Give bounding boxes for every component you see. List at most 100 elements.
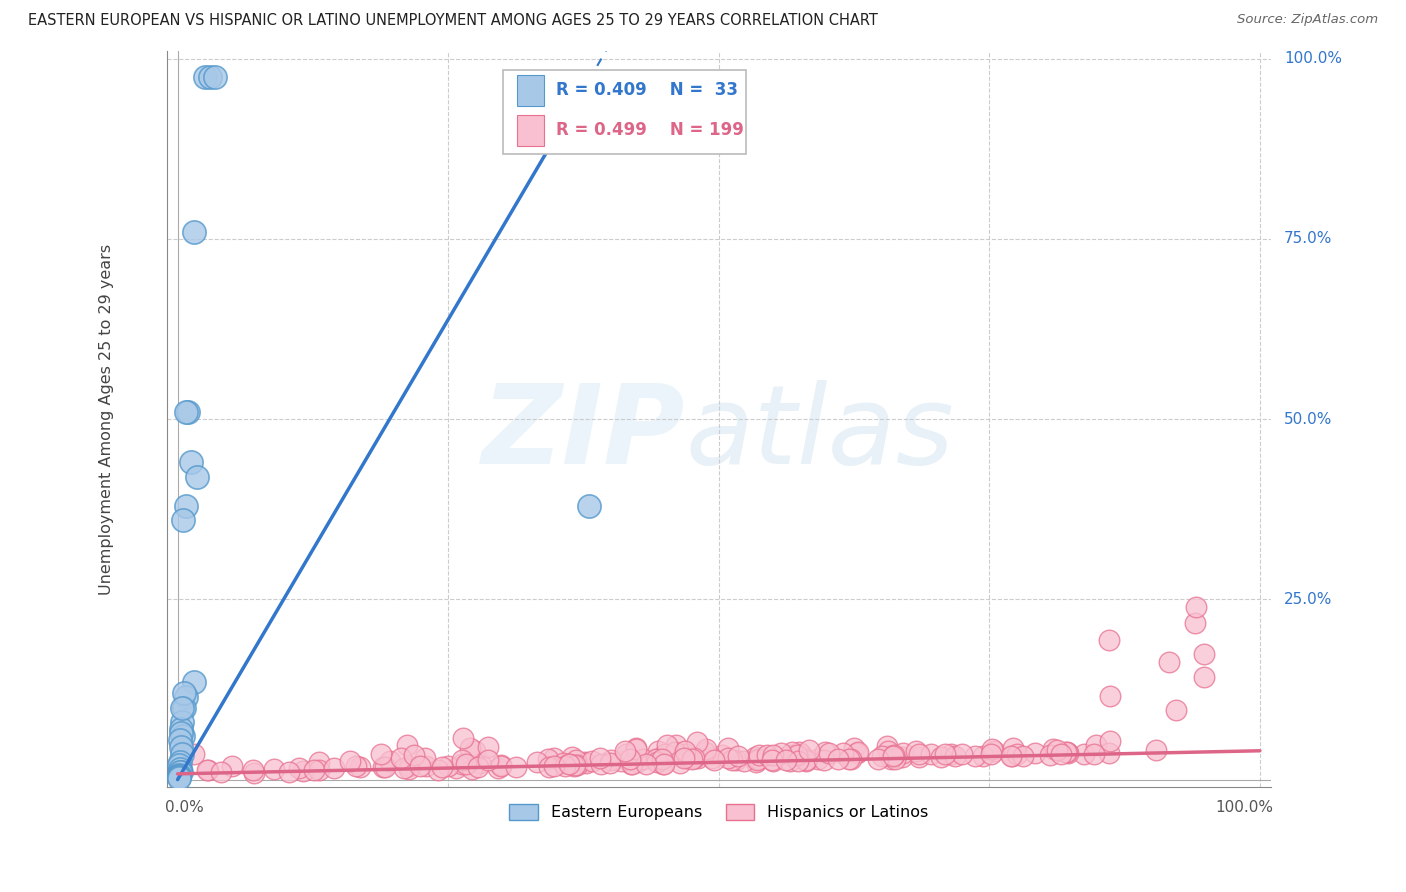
Text: R = 0.409    N =  33: R = 0.409 N = 33 — [557, 81, 738, 99]
Point — [786, 754, 808, 768]
Point — [564, 757, 586, 772]
Text: EASTERN EUROPEAN VS HISPANIC OR LATINO UNEMPLOYMENT AMONG AGES 25 TO 29 YEARS CO: EASTERN EUROPEAN VS HISPANIC OR LATINO U… — [28, 13, 877, 29]
Point — [703, 753, 725, 767]
Point — [647, 743, 669, 757]
Point — [543, 759, 565, 773]
Point — [167, 768, 190, 782]
Point — [891, 749, 914, 764]
Point — [554, 759, 576, 773]
Point — [470, 756, 492, 771]
Bar — [517, 75, 544, 106]
Point — [374, 760, 396, 774]
Point — [349, 760, 371, 774]
Point — [288, 761, 311, 775]
Point — [626, 755, 648, 769]
Point — [389, 751, 412, 765]
Point — [398, 762, 420, 776]
Point — [787, 746, 810, 760]
Point — [620, 756, 643, 771]
Point — [450, 753, 472, 767]
Bar — [517, 115, 544, 145]
Point — [695, 745, 717, 759]
Point — [396, 738, 419, 752]
Point — [794, 755, 817, 769]
Point — [1098, 690, 1121, 704]
Text: 75.0%: 75.0% — [1284, 231, 1333, 246]
Point — [444, 761, 467, 775]
Point — [1039, 747, 1062, 762]
Point — [183, 675, 205, 690]
Point — [413, 751, 436, 765]
Point — [370, 747, 392, 761]
Point — [943, 749, 966, 764]
Point — [779, 754, 801, 768]
Point — [733, 755, 755, 769]
Point — [172, 513, 194, 527]
Point — [170, 747, 193, 762]
Point — [1042, 741, 1064, 756]
Point — [198, 70, 221, 84]
Point — [880, 750, 903, 764]
Point — [669, 756, 692, 770]
Point — [167, 771, 190, 785]
Point — [876, 739, 898, 754]
Point — [654, 757, 676, 772]
Point — [458, 740, 481, 755]
Point — [1184, 616, 1206, 631]
Point — [308, 763, 330, 777]
Text: Source: ZipAtlas.com: Source: ZipAtlas.com — [1237, 13, 1378, 27]
Point — [1024, 746, 1046, 760]
Point — [243, 766, 266, 780]
Point — [870, 748, 893, 763]
Point — [170, 700, 193, 714]
Point — [747, 753, 769, 767]
Point — [1184, 600, 1206, 615]
Point — [599, 756, 621, 771]
Point — [186, 470, 208, 484]
FancyBboxPatch shape — [503, 70, 747, 154]
Point — [846, 745, 869, 759]
Point — [1144, 743, 1167, 757]
Point — [1056, 746, 1078, 760]
Point — [717, 750, 740, 764]
Point — [174, 405, 197, 419]
Point — [477, 753, 499, 767]
Text: 100.0%: 100.0% — [1215, 800, 1272, 815]
Point — [631, 751, 654, 765]
Text: Unemployment Among Ages 25 to 29 years: Unemployment Among Ages 25 to 29 years — [98, 244, 114, 595]
Point — [561, 750, 583, 764]
Point — [183, 747, 205, 761]
Point — [460, 762, 482, 776]
Point — [451, 757, 474, 772]
Point — [842, 741, 865, 756]
Text: 0.0%: 0.0% — [165, 800, 204, 815]
Point — [846, 746, 869, 760]
Point — [818, 746, 841, 760]
Point — [778, 748, 800, 763]
Point — [880, 752, 903, 766]
Point — [879, 748, 901, 763]
Point — [651, 757, 673, 772]
Point — [786, 748, 808, 763]
Point — [339, 754, 361, 768]
Point — [172, 730, 194, 744]
Point — [174, 690, 197, 704]
Point — [827, 752, 849, 766]
Point — [813, 753, 835, 767]
Point — [167, 758, 190, 772]
Point — [574, 755, 596, 769]
Point — [780, 745, 803, 759]
Point — [838, 752, 860, 766]
Point — [489, 759, 512, 773]
Point — [645, 752, 668, 766]
Point — [581, 754, 603, 768]
Point — [565, 753, 588, 767]
Point — [183, 225, 205, 239]
Point — [1085, 739, 1108, 753]
Point — [983, 744, 1005, 758]
Point — [371, 760, 394, 774]
Point — [204, 70, 226, 84]
Point — [683, 751, 706, 765]
Point — [744, 750, 766, 764]
Point — [177, 405, 200, 419]
